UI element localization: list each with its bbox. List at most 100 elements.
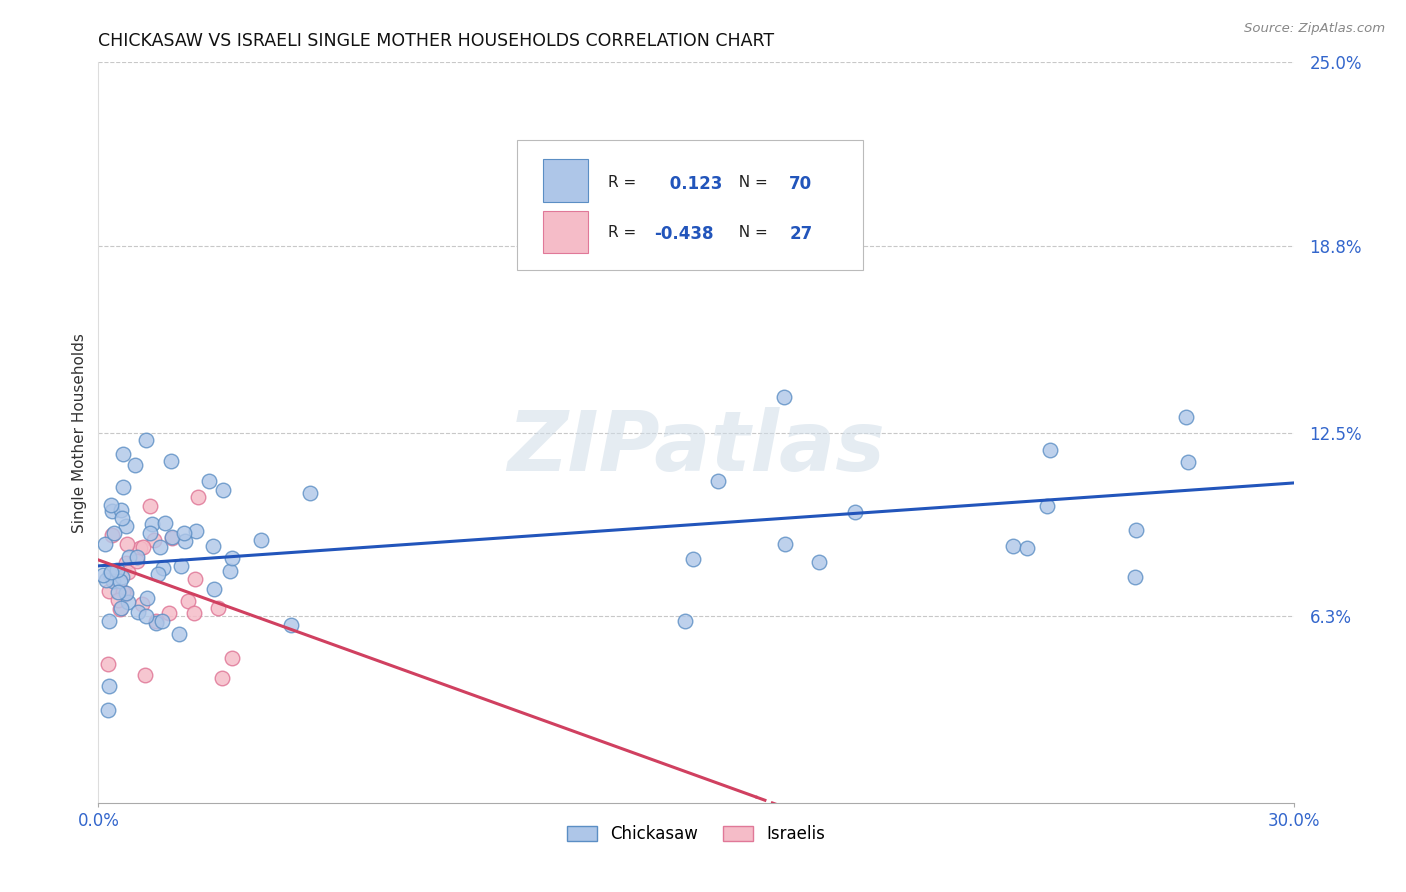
Point bbox=[98, 679, 121, 693]
Point bbox=[127, 550, 149, 565]
Point bbox=[211, 483, 233, 497]
Point bbox=[111, 480, 134, 494]
Point bbox=[97, 615, 120, 629]
Point bbox=[110, 600, 132, 615]
Point bbox=[207, 600, 229, 615]
Point bbox=[97, 583, 120, 598]
Y-axis label: Single Mother Households: Single Mother Households bbox=[72, 333, 87, 533]
Point bbox=[187, 490, 209, 504]
Point bbox=[183, 606, 205, 620]
FancyBboxPatch shape bbox=[543, 159, 589, 202]
Point bbox=[202, 539, 225, 553]
Text: CHICKASAW VS ISRAELI SINGLE MOTHER HOUSEHOLDS CORRELATION CHART: CHICKASAW VS ISRAELI SINGLE MOTHER HOUSE… bbox=[98, 32, 775, 50]
Point bbox=[149, 541, 172, 555]
Point bbox=[136, 591, 159, 606]
Point bbox=[139, 525, 162, 540]
Point bbox=[141, 516, 163, 531]
Point bbox=[145, 614, 167, 628]
Point bbox=[202, 582, 225, 597]
Point bbox=[114, 587, 136, 601]
Point bbox=[280, 618, 302, 632]
Point bbox=[115, 537, 138, 551]
Point bbox=[100, 528, 122, 542]
Point bbox=[110, 503, 132, 517]
Point bbox=[131, 541, 153, 555]
FancyBboxPatch shape bbox=[517, 140, 863, 269]
Point bbox=[117, 550, 139, 565]
Text: -0.438: -0.438 bbox=[654, 226, 714, 244]
Point bbox=[112, 447, 135, 461]
Point bbox=[673, 614, 696, 628]
Point bbox=[135, 609, 157, 624]
Point bbox=[148, 566, 170, 581]
Point bbox=[94, 574, 117, 588]
Point bbox=[706, 474, 728, 488]
Point bbox=[97, 657, 120, 671]
Point bbox=[145, 616, 167, 631]
Point bbox=[198, 475, 221, 489]
Point bbox=[221, 651, 243, 665]
Point bbox=[250, 533, 273, 547]
Point bbox=[93, 568, 115, 582]
Text: N =: N = bbox=[730, 226, 773, 240]
Point bbox=[157, 606, 180, 620]
Point bbox=[128, 541, 150, 556]
Point bbox=[160, 530, 183, 544]
Point bbox=[107, 593, 129, 607]
Point bbox=[184, 572, 207, 586]
Point bbox=[219, 564, 242, 578]
Point bbox=[97, 703, 120, 717]
FancyBboxPatch shape bbox=[543, 211, 589, 253]
Point bbox=[134, 668, 156, 682]
Point bbox=[773, 391, 796, 405]
Point bbox=[170, 558, 193, 573]
Text: N =: N = bbox=[730, 175, 773, 190]
Point bbox=[124, 458, 146, 473]
Point bbox=[1125, 523, 1147, 537]
Point bbox=[1039, 442, 1062, 457]
Point bbox=[131, 597, 153, 611]
Legend: Chickasaw, Israelis: Chickasaw, Israelis bbox=[560, 819, 832, 850]
Point bbox=[150, 614, 173, 628]
Point bbox=[108, 602, 131, 616]
Point bbox=[298, 486, 321, 500]
Point bbox=[127, 554, 149, 568]
Point bbox=[1001, 539, 1024, 553]
Point bbox=[1123, 570, 1146, 584]
Point bbox=[117, 595, 139, 609]
Point bbox=[844, 505, 866, 519]
Point bbox=[682, 551, 704, 566]
Point bbox=[127, 605, 149, 619]
Point bbox=[105, 562, 128, 576]
Point bbox=[110, 570, 132, 584]
Point bbox=[808, 555, 831, 569]
Point bbox=[155, 516, 177, 530]
Text: Source: ZipAtlas.com: Source: ZipAtlas.com bbox=[1244, 22, 1385, 36]
Point bbox=[114, 518, 136, 533]
Point bbox=[211, 671, 233, 685]
Point bbox=[173, 525, 195, 540]
Point bbox=[152, 560, 174, 574]
Point bbox=[160, 454, 183, 468]
Point bbox=[167, 627, 190, 641]
Text: R =: R = bbox=[607, 226, 641, 240]
Text: R =: R = bbox=[607, 175, 641, 190]
Point bbox=[98, 566, 121, 581]
Point bbox=[177, 594, 200, 608]
Point bbox=[160, 531, 183, 545]
Point bbox=[111, 585, 134, 599]
Point bbox=[1035, 500, 1057, 514]
Point bbox=[117, 566, 139, 580]
Point bbox=[101, 574, 124, 588]
Point bbox=[115, 586, 138, 600]
Text: ZIPatlas: ZIPatlas bbox=[508, 407, 884, 488]
Point bbox=[775, 537, 797, 551]
Point bbox=[103, 525, 125, 540]
Point bbox=[94, 537, 117, 551]
Point bbox=[221, 551, 243, 566]
Point bbox=[100, 565, 122, 579]
Point bbox=[101, 504, 124, 518]
Point bbox=[110, 574, 132, 588]
Point bbox=[111, 511, 134, 525]
Point bbox=[1177, 455, 1199, 469]
